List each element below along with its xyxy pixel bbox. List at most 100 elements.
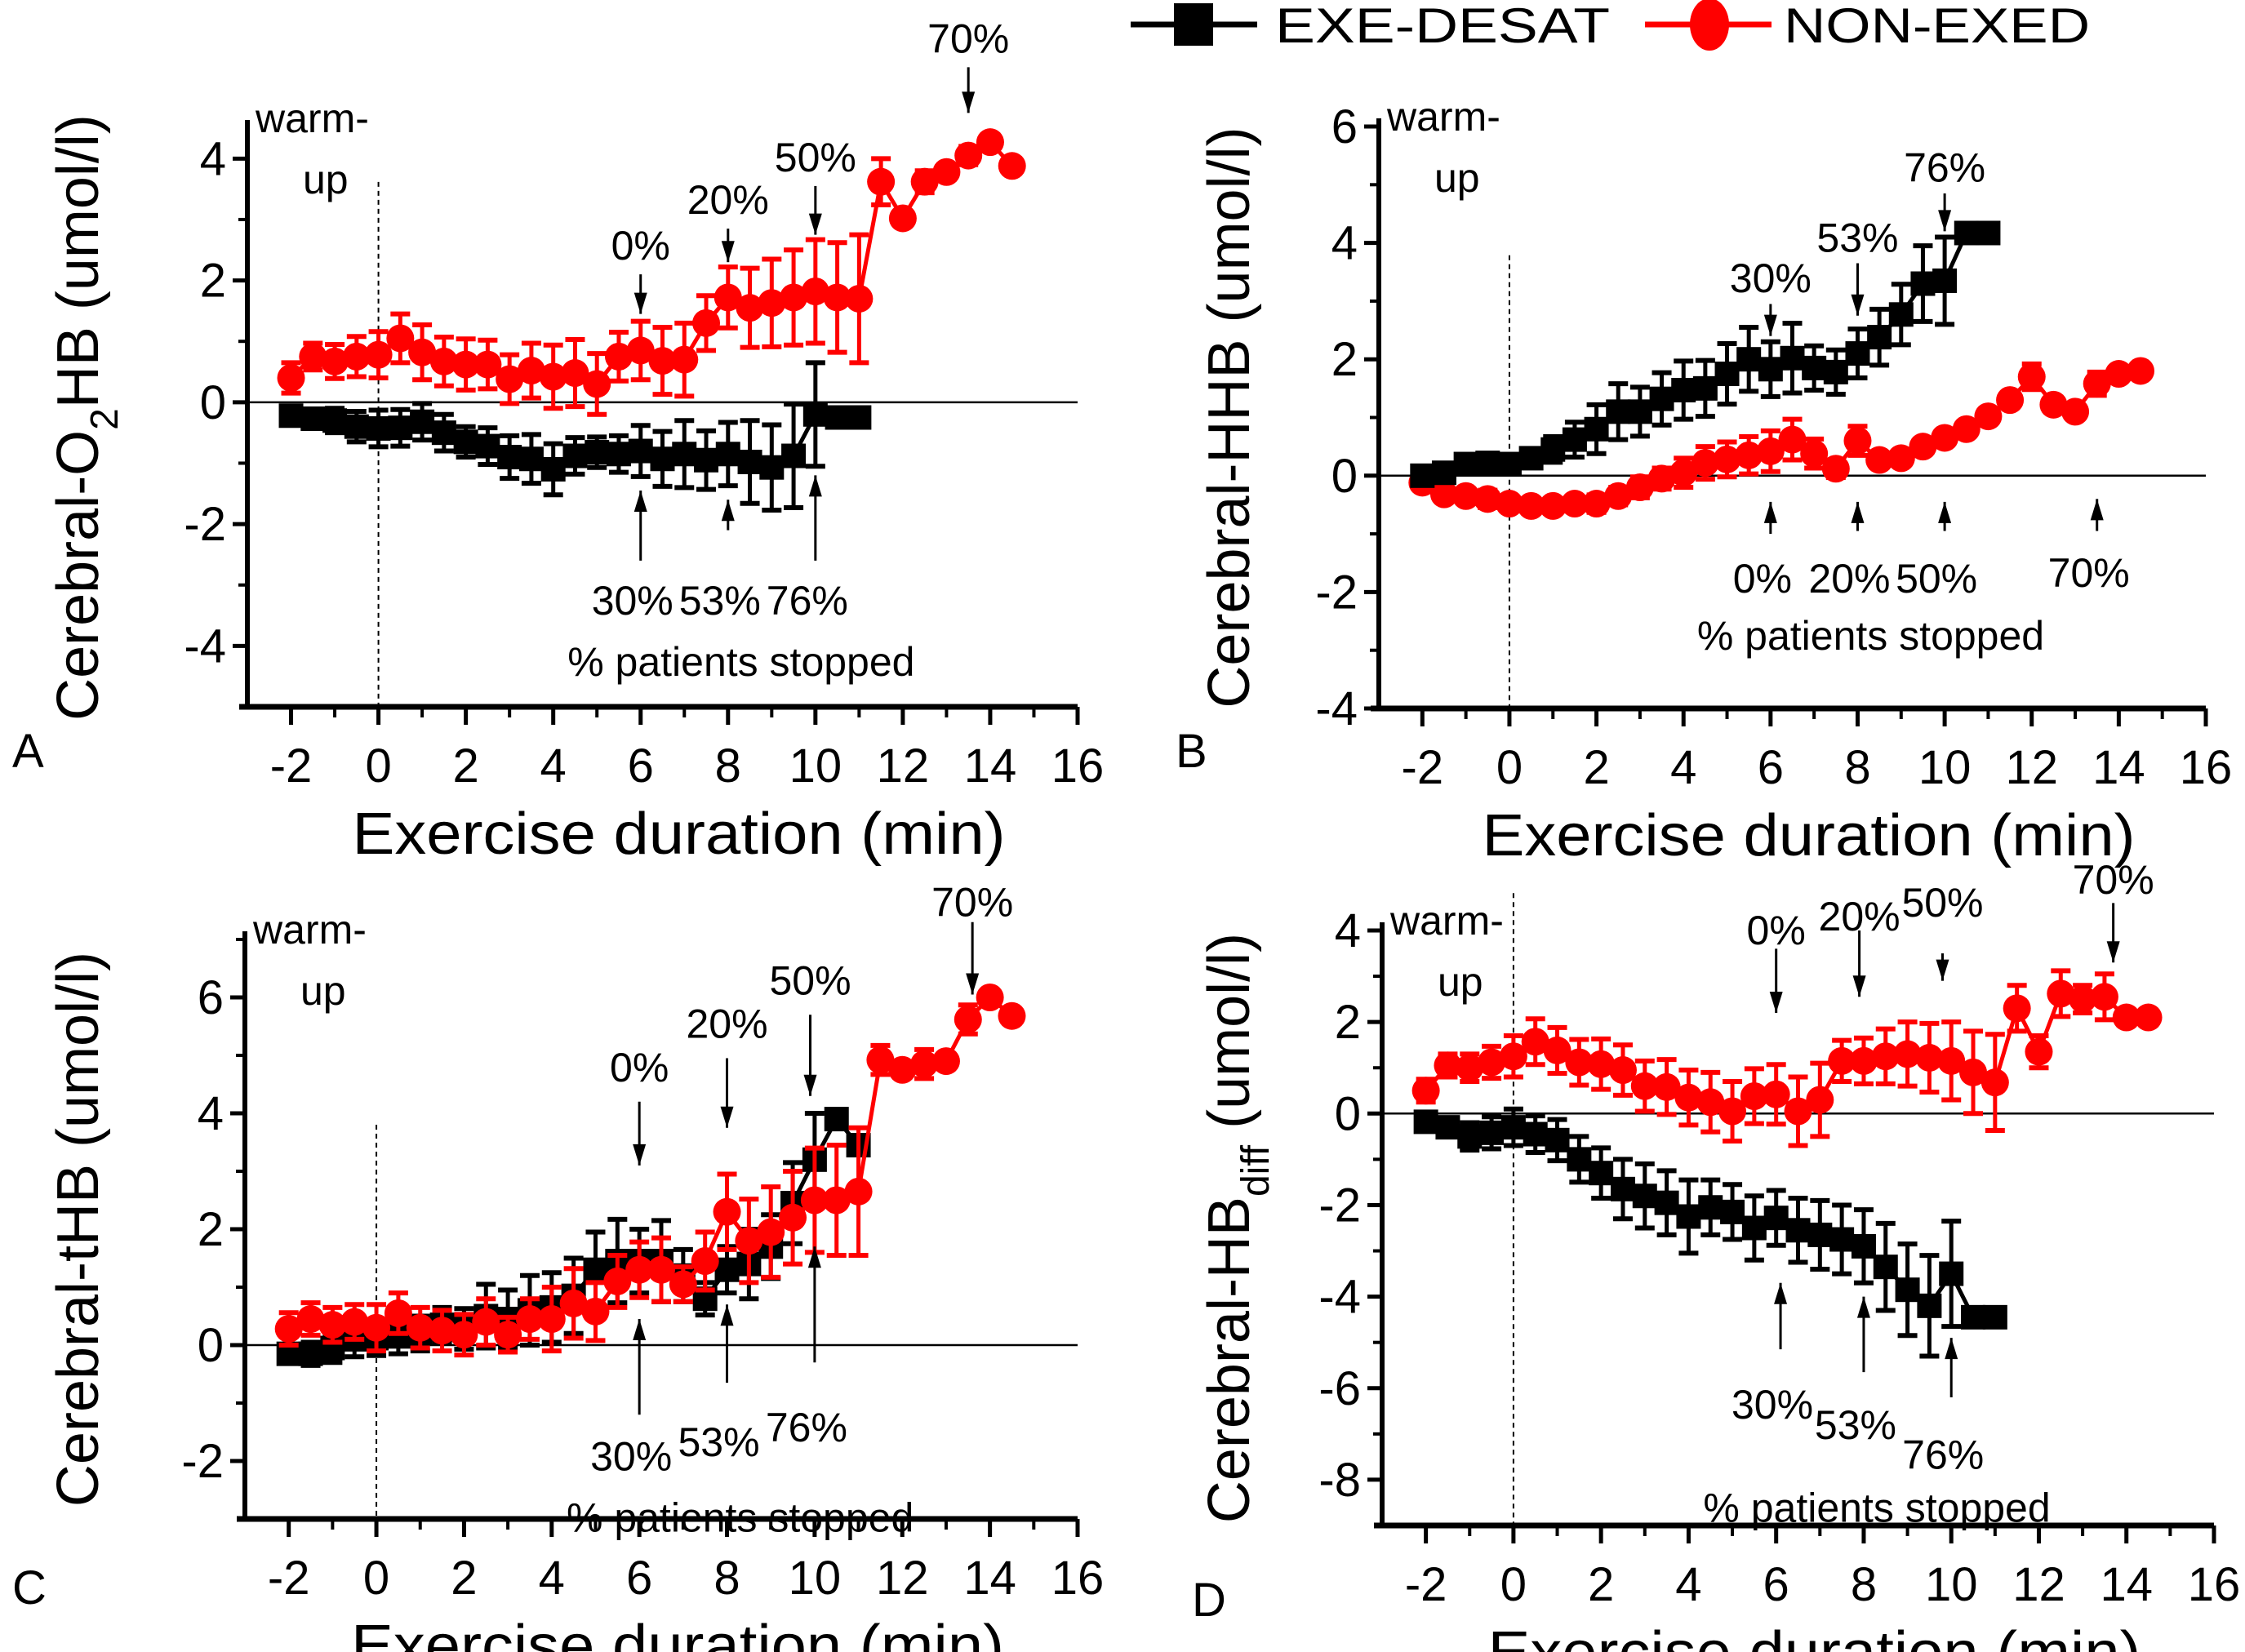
data-point-circle <box>2090 983 2118 1011</box>
data-point-circle <box>1434 1051 1462 1080</box>
data-point-circle <box>473 350 502 379</box>
data-point-circle <box>384 1299 412 1327</box>
data-point-square <box>1873 1255 1898 1280</box>
annotation-arrow-down-head <box>1763 314 1777 336</box>
data-point-circle <box>2083 370 2111 398</box>
data-point-circle <box>583 370 611 398</box>
annotation-label: 0% <box>1733 556 1792 602</box>
y-tick-label: 2 <box>1331 333 1358 386</box>
data-point-square <box>715 442 740 467</box>
data-point-circle <box>1691 449 1719 477</box>
annotation-arrow-up-head <box>720 1304 734 1326</box>
data-point-circle <box>1952 415 1980 443</box>
data-point-square <box>1982 1304 2007 1330</box>
data-point-square <box>802 402 828 427</box>
annotation-arrow-up-head <box>1851 501 1865 523</box>
data-point-circle <box>1718 1097 1747 1126</box>
data-point-square <box>825 405 850 430</box>
data-point-circle <box>625 1255 654 1284</box>
data-point-circle <box>713 1197 741 1226</box>
y-tick-label: 0 <box>1335 1087 1361 1140</box>
x-tick-label: 2 <box>1583 741 1609 794</box>
x-tick-label: 12 <box>877 739 930 793</box>
data-point-circle <box>1778 425 1807 454</box>
data-point-square <box>518 446 544 472</box>
data-point-square <box>1741 1215 1767 1241</box>
data-point-circle <box>801 278 829 306</box>
data-point-square <box>431 420 456 446</box>
x-tick-label: 6 <box>628 739 654 793</box>
annotation-label: 53% <box>1816 215 1898 260</box>
data-point-circle <box>1539 491 1567 520</box>
annotation-label: 70% <box>931 880 1013 926</box>
data-point-circle <box>1909 433 1937 461</box>
x-axis-title: Exercise duration (min) <box>1483 803 2136 868</box>
data-point-square <box>1895 1277 1920 1303</box>
x-tick-label: 16 <box>2180 741 2233 794</box>
annotation-label: 53% <box>679 578 761 624</box>
warmup-label-line2: up <box>1434 155 1480 201</box>
data-point-square <box>650 446 675 472</box>
data-point-circle <box>340 1308 369 1336</box>
data-point-square <box>1589 1161 1614 1186</box>
data-point-circle <box>867 167 896 196</box>
x-axis-title: Exercise duration (min) <box>1488 1620 2141 1652</box>
data-point-square <box>1457 1124 1483 1149</box>
y-tick-label: 4 <box>1335 904 1361 957</box>
data-point-circle <box>1560 490 1589 518</box>
annotation-label: 70% <box>2048 550 2130 596</box>
data-point-circle <box>1652 1072 1681 1101</box>
data-point-circle <box>1931 424 1959 452</box>
legend-label-exe-desat: EXE-DESAT <box>1275 0 1610 53</box>
annotation-arrow-up-head <box>633 1319 647 1341</box>
data-point-square <box>1829 1227 1855 1252</box>
data-point-circle <box>406 1313 434 1342</box>
y-axis-title: Cerebral-HBdiff (umol/l) <box>1197 933 1278 1523</box>
data-point-square <box>694 447 719 473</box>
data-point-square <box>278 403 304 429</box>
data-point-circle <box>1587 1050 1616 1078</box>
annotation-arrow-down-head <box>966 973 980 995</box>
x-tick-label: 2 <box>452 739 478 793</box>
data-point-circle <box>910 167 939 196</box>
data-point-square <box>1523 1121 1548 1147</box>
data-point-square <box>1698 1195 1723 1220</box>
data-point-circle <box>1865 446 1894 474</box>
data-point-square <box>300 406 326 431</box>
data-point-square <box>540 456 566 482</box>
data-point-square <box>1540 437 1566 462</box>
data-point-circle <box>2127 357 2155 385</box>
y-tick-label: -2 <box>1315 566 1358 619</box>
data-point-circle <box>670 345 699 374</box>
data-point-circle <box>274 1315 303 1343</box>
data-point-square <box>1692 375 1718 401</box>
data-point-circle <box>559 1289 588 1317</box>
data-point-circle <box>1871 1042 1900 1071</box>
data-point-circle <box>1821 455 1850 483</box>
data-point-circle <box>2039 390 2068 419</box>
data-point-circle <box>1565 1048 1594 1077</box>
warmup-label-line2: up <box>300 968 346 1014</box>
data-point-circle <box>1604 482 1633 510</box>
data-point-circle <box>1800 439 1829 468</box>
data-point-circle <box>2061 397 2090 426</box>
data-point-square <box>759 455 785 480</box>
y-tick-label: -6 <box>1318 1362 1361 1415</box>
data-point-square <box>1567 1147 1592 1172</box>
data-point-square <box>1714 362 1740 387</box>
data-point-circle <box>1828 1046 1856 1075</box>
legend-entry-non-exed: NON-EXED <box>1645 0 2090 53</box>
y-tick-label: 2 <box>200 255 226 308</box>
annotation-label: 70% <box>927 16 1009 61</box>
data-point-square <box>1410 463 1435 488</box>
data-point-square <box>1518 446 1544 471</box>
series-non-exed <box>274 984 1026 1358</box>
x-tick-label: 6 <box>626 1552 652 1605</box>
data-point-square <box>497 445 522 470</box>
annotation-arrow-down-head <box>720 1106 734 1128</box>
data-point-circle <box>494 1321 522 1349</box>
x-tick-label: 10 <box>789 1552 842 1605</box>
data-point-square <box>322 408 348 433</box>
data-point-square <box>1932 268 1958 293</box>
x-axis-title: Exercise duration (min) <box>353 802 1006 867</box>
